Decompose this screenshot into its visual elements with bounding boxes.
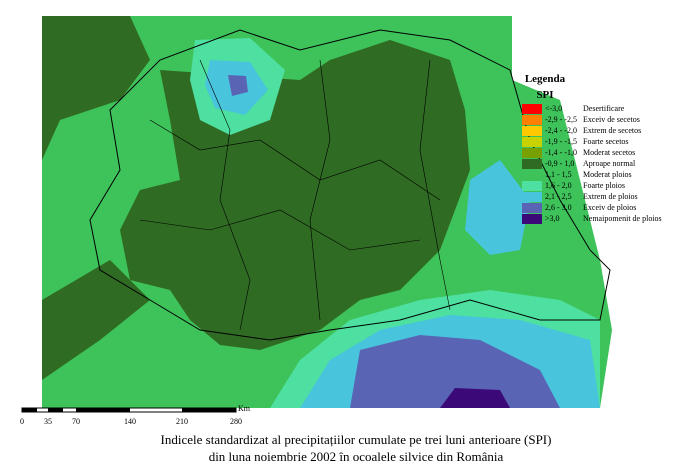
legend-label: Desertificare — [583, 104, 625, 113]
legend-range: 1,6 - 2,0 — [545, 181, 572, 190]
legend-subtitle: SPI — [536, 89, 553, 101]
legend-range: -1,4 - -1,0 — [545, 148, 577, 157]
region-exceptional-south — [350, 335, 560, 408]
caption-line: din luna noiembrie 2002 în ocoalele silv… — [209, 449, 504, 464]
legend-label: Foarte secetos — [583, 137, 629, 146]
legend-range: -0,9 - 1,0 — [545, 159, 574, 168]
region-normal-nw — [42, 16, 150, 160]
legend-label: Moderat ploios — [583, 170, 632, 179]
legend-title: Legenda — [525, 73, 566, 85]
legend-swatch — [522, 148, 542, 158]
scale-label: 280 — [230, 417, 242, 426]
legend-swatch — [522, 126, 542, 136]
legend-range: 2,1 - 2,5 — [545, 192, 572, 201]
map — [42, 16, 612, 408]
legend-label: Foarte ploios — [583, 181, 625, 190]
legend-label: Exceiv de ploios — [583, 203, 636, 212]
legend: Legenda SPI <-3,0 Desertificare -2,9 - -2,… — [522, 73, 662, 224]
legend-swatch — [522, 115, 542, 125]
scale-label: 210 — [176, 417, 188, 426]
legend-swatch — [522, 203, 542, 213]
scale-label: 0 — [20, 417, 24, 426]
scale-bar: Km 0 35 70 140 210 280 — [20, 404, 251, 426]
scale-segment — [182, 408, 236, 412]
region-max-south — [440, 388, 510, 408]
district-boundaries — [139, 59, 451, 331]
region-exceptional-north — [228, 75, 248, 96]
scale-segment — [48, 408, 63, 412]
legend-label: Nemaipomenit de ploios — [583, 214, 662, 223]
legend-label: Aproape normal — [583, 159, 636, 168]
legend-swatch — [522, 181, 542, 191]
country-outline — [89, 29, 611, 341]
legend-swatch — [522, 137, 542, 147]
caption-line: Indicele standardizat al precipitațiilor… — [161, 432, 552, 447]
region-normal-sw — [42, 260, 150, 380]
legend-range: -1,9 - -1,5 — [545, 137, 577, 146]
scale-segment — [76, 408, 130, 412]
legend-swatch — [522, 214, 542, 224]
legend-swatch — [522, 192, 542, 202]
scale-unit: Km — [238, 404, 251, 413]
legend-label: Exceiv de secetos — [583, 115, 640, 124]
legend-range: <-3,0 — [545, 104, 562, 113]
scale-label: 70 — [72, 417, 80, 426]
legend-range: 1,1 - 1,5 — [545, 170, 572, 179]
legend-swatch — [522, 104, 542, 114]
legend-swatch — [522, 159, 542, 169]
region-wet-east — [465, 160, 530, 255]
legend-range: 2,6 - 3,0 — [545, 203, 572, 212]
scale-label: 35 — [44, 417, 52, 426]
legend-label: Extrem de secetos — [583, 126, 641, 135]
legend-range: -2,9 - -2,5 — [545, 115, 577, 124]
legend-range: >3,0 — [545, 214, 560, 223]
legend-swatch — [522, 170, 542, 180]
legend-label: Moderat secetos — [583, 148, 635, 157]
scale-label: 140 — [124, 417, 136, 426]
legend-label: Extrem de ploios — [583, 192, 638, 201]
legend-range: -2,4 - -2,0 — [545, 126, 577, 135]
scale-segment — [22, 408, 37, 412]
